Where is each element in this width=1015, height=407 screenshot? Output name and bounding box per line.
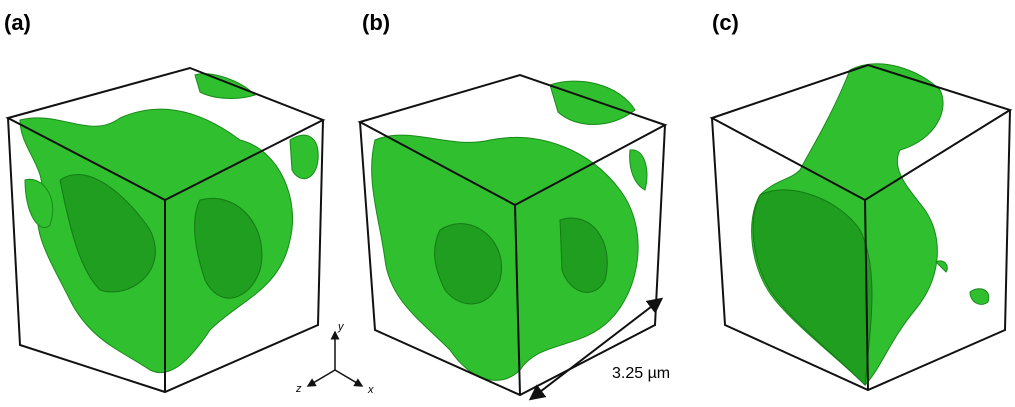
figure: (a) 3.25 µm (b) y z x (c) <box>0 0 1015 407</box>
panel-label: (b) <box>362 10 390 35</box>
axis-label-y: y <box>337 321 345 333</box>
panel-b: 3.25 µm (b) <box>360 10 670 398</box>
panel-label: (c) <box>712 10 739 35</box>
axis-label-x: x <box>367 384 374 396</box>
panel-label: (a) <box>4 10 31 35</box>
panel-a: (a) <box>4 10 323 392</box>
axis-triad: y z x <box>295 321 374 396</box>
axis-label-z: z <box>295 383 302 395</box>
scale-bar-label: 3.25 µm <box>612 365 670 382</box>
panel-c: (c) <box>712 10 1010 390</box>
